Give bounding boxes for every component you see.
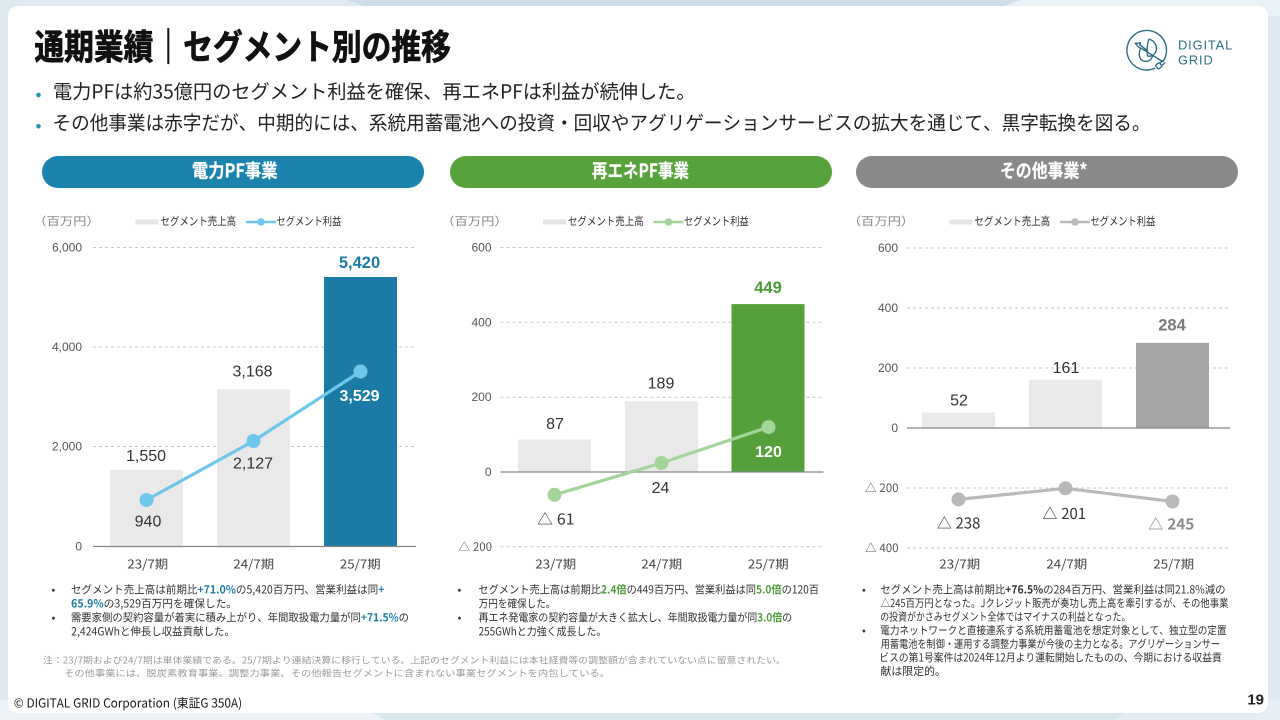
svg-text:0: 0	[891, 421, 898, 435]
svg-text:0: 0	[485, 465, 492, 479]
svg-text:449: 449	[754, 279, 782, 297]
svg-text:4,000: 4,000	[52, 340, 82, 354]
svg-text:24: 24	[652, 480, 670, 497]
svg-text:DIGITAL: DIGITAL	[1178, 37, 1233, 52]
svg-text:120: 120	[755, 444, 782, 461]
svg-text:6,000: 6,000	[52, 241, 82, 255]
svg-text:2,127: 2,127	[233, 456, 273, 473]
svg-text:189: 189	[648, 376, 675, 393]
svg-text:400: 400	[878, 301, 898, 315]
svg-text:0: 0	[75, 540, 82, 554]
svg-text:400: 400	[471, 315, 491, 329]
svg-text:161: 161	[1053, 360, 1080, 377]
svg-text:284: 284	[1158, 317, 1186, 335]
svg-text:200: 200	[471, 390, 491, 404]
svg-text:940: 940	[135, 514, 162, 531]
svg-text:600: 600	[878, 241, 898, 255]
svg-text:2,000: 2,000	[52, 440, 82, 454]
svg-text:52: 52	[950, 393, 968, 410]
svg-text:200: 200	[878, 361, 898, 375]
svg-text:600: 600	[471, 241, 491, 255]
svg-text:19: 19	[1247, 692, 1264, 709]
svg-text:1,550: 1,550	[126, 448, 166, 465]
svg-text:3,529: 3,529	[339, 388, 379, 405]
svg-text:87: 87	[546, 416, 564, 433]
svg-text:GRID: GRID	[1178, 53, 1214, 68]
svg-text:3,168: 3,168	[232, 364, 272, 381]
svg-text:5,420: 5,420	[339, 254, 380, 272]
